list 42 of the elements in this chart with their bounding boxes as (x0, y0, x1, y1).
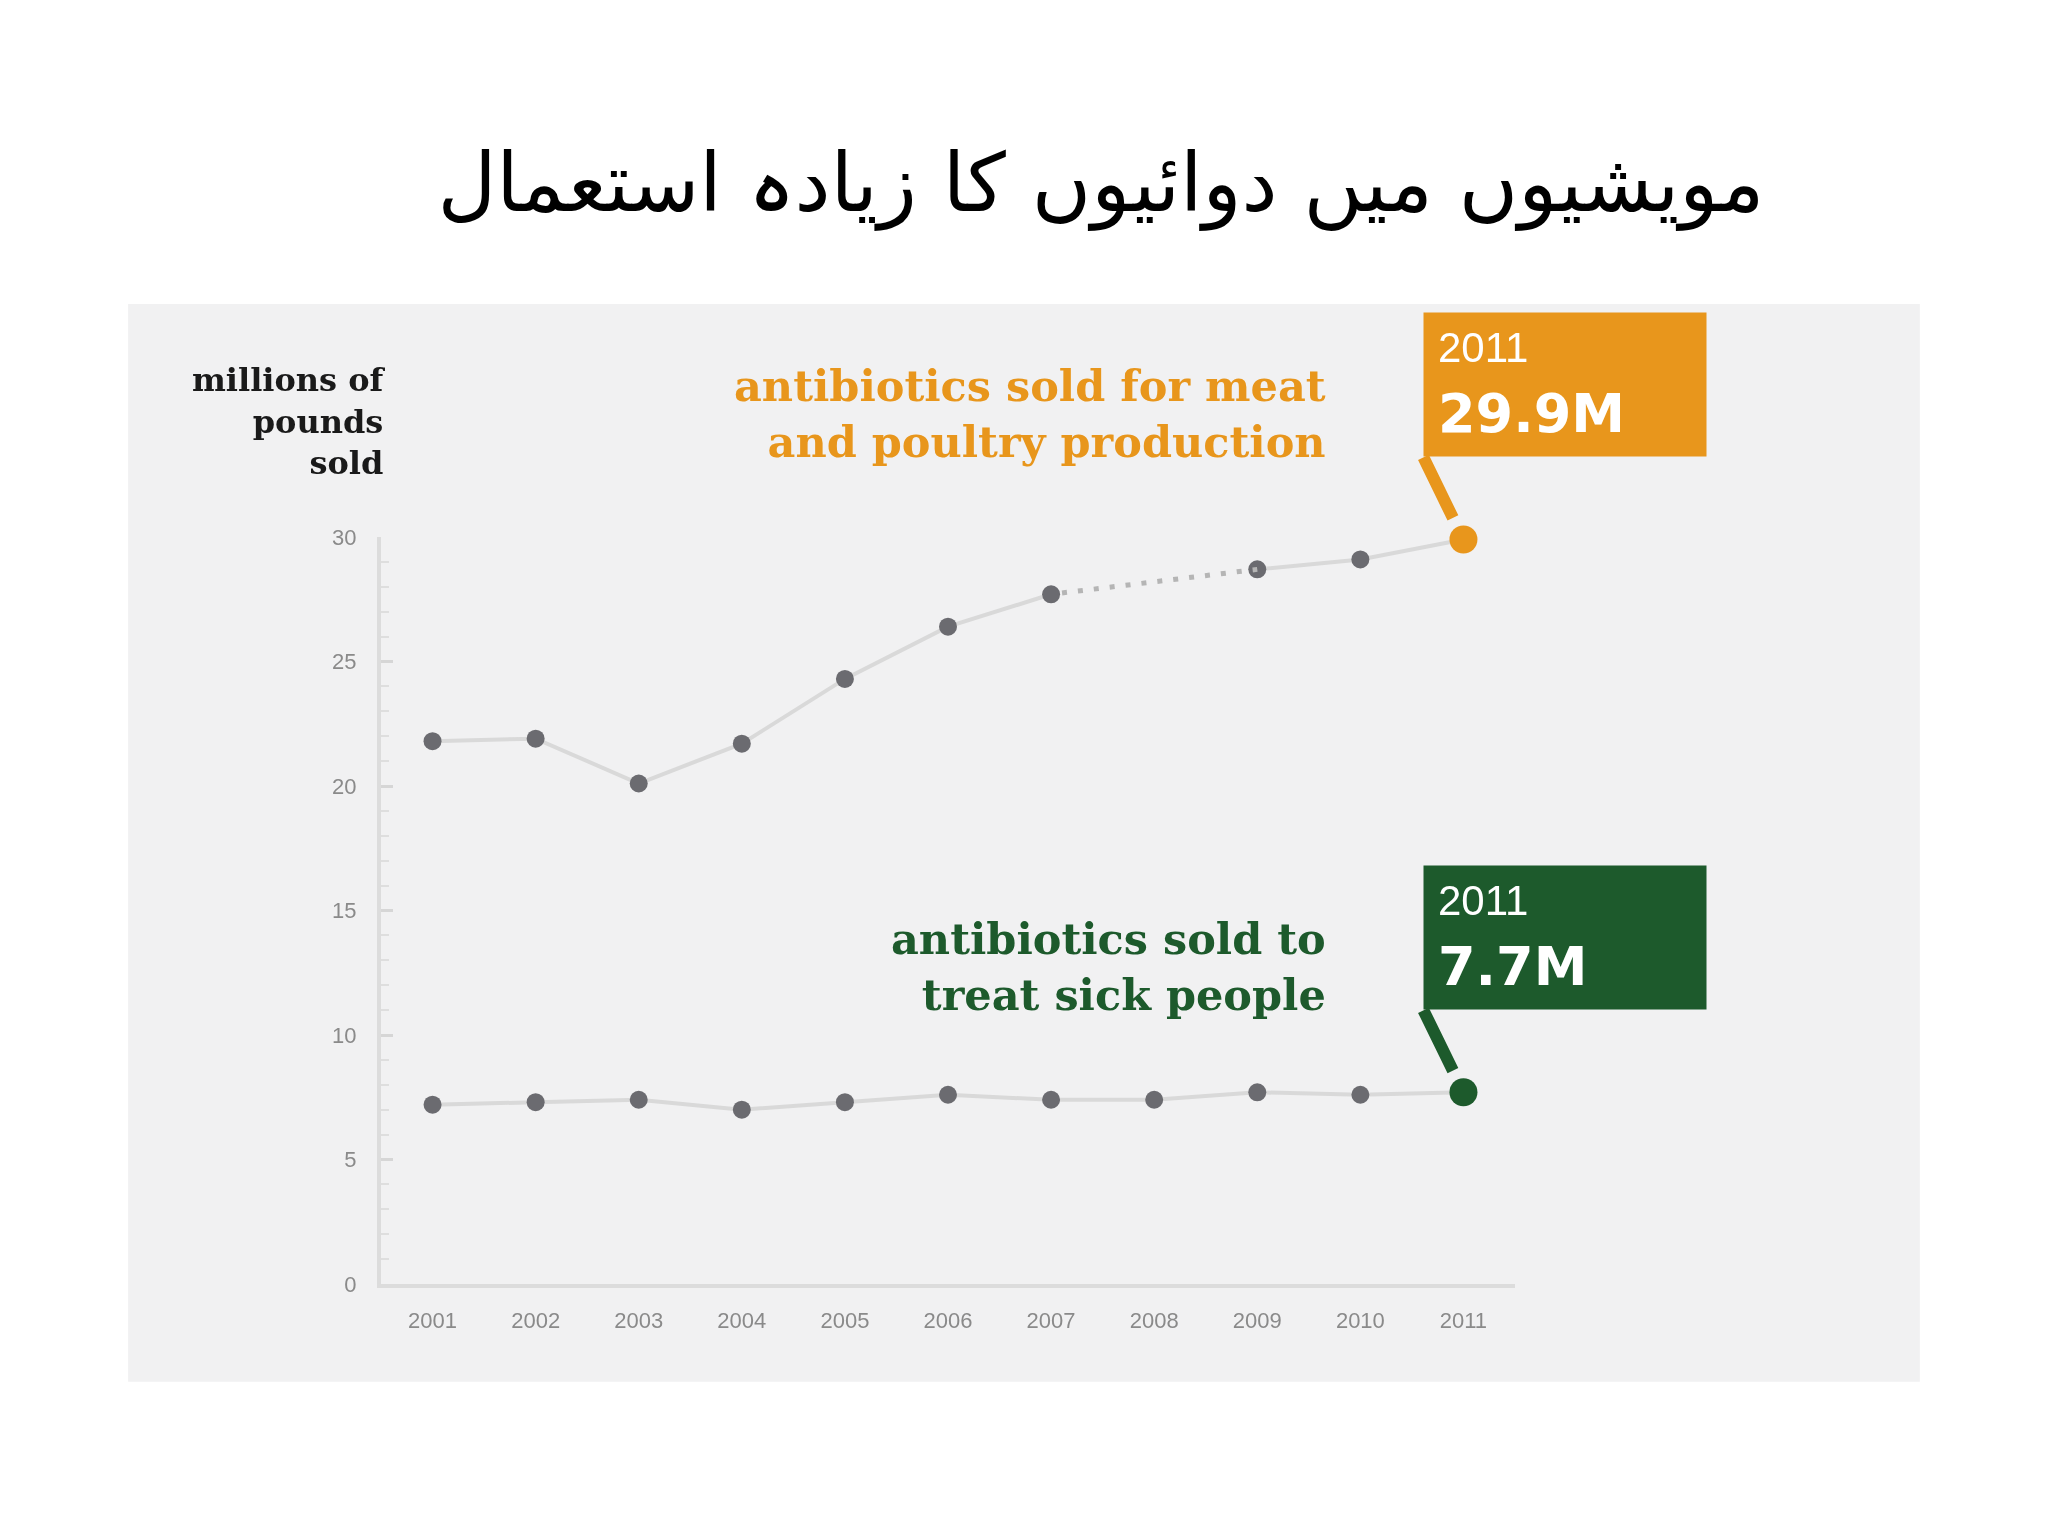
x-tick-label: 2005 (820, 1308, 870, 1334)
series-label: antibiotics sold to treat sick people (891, 914, 1326, 1020)
point (732, 734, 751, 753)
point (1248, 1083, 1267, 1102)
point (835, 669, 854, 688)
x-tick-label: 2006 (923, 1308, 973, 1334)
text: antibiotics sold for meat and poultry production (734, 361, 1326, 467)
x-tick-label: 2007 (1026, 1308, 1076, 1334)
y-axis-title: millions of pounds sold (192, 361, 386, 483)
point (1351, 1085, 1370, 1104)
x-tick-label: 2003 (614, 1308, 664, 1334)
y-tick-label: 10 (332, 1022, 357, 1048)
y-tick-label: 5 (344, 1147, 357, 1173)
x-tick-label: 2010 (1335, 1308, 1385, 1334)
point (526, 1093, 545, 1112)
y-tick-label: 25 (332, 649, 357, 675)
chart-title: مویشیوں میں دوائیوں کا زیادہ استعمال (437, 136, 1765, 232)
x-tick-label: 2001 (408, 1308, 458, 1334)
y-tick-label: 20 (332, 773, 357, 799)
annotation: 2011 29.9M (1438, 323, 1625, 446)
point (1351, 550, 1370, 569)
y-tick-label: 0 (344, 1271, 357, 1297)
point (939, 1085, 957, 1104)
point (835, 1093, 854, 1112)
point (526, 729, 545, 748)
point (423, 1095, 442, 1114)
point (629, 774, 648, 793)
y-tick-label: 15 (332, 898, 357, 924)
point (939, 617, 957, 636)
point (1042, 1090, 1061, 1109)
x-tick-label: 2009 (1232, 1308, 1282, 1334)
annotation: 2011 7.7M (1438, 876, 1588, 999)
x-tick-label: 2011 (1439, 1308, 1488, 1334)
point (1042, 585, 1061, 604)
x-tick-label: 2002 (511, 1308, 561, 1334)
point (732, 1100, 751, 1119)
point (629, 1090, 648, 1109)
point (423, 732, 442, 751)
y-tick-label: 30 (332, 524, 357, 550)
point (1145, 1090, 1164, 1109)
x-tick-label: 2004 (717, 1308, 767, 1334)
x-tick-label: 2008 (1129, 1308, 1179, 1334)
